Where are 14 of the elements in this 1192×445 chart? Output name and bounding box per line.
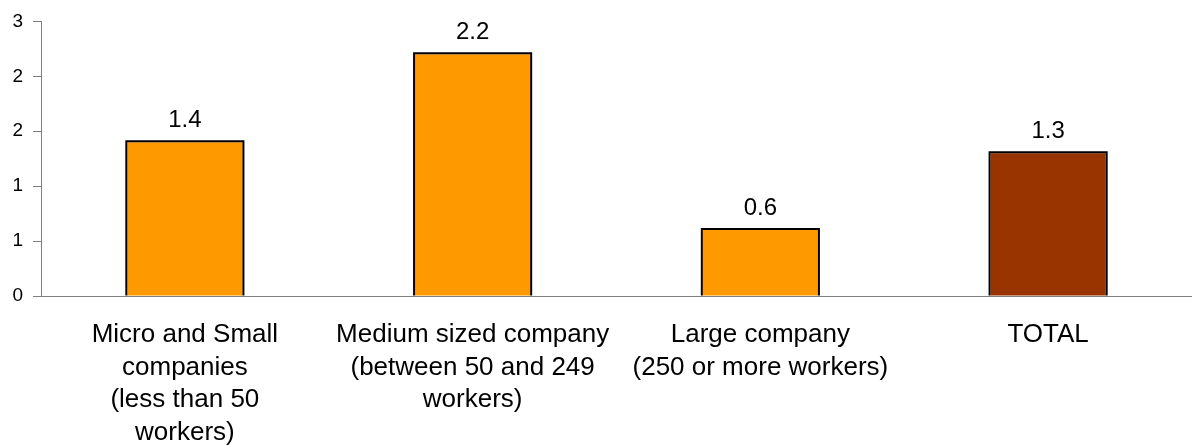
x-tick-label: Medium sized company (between 50 and 249 workers)	[336, 318, 610, 414]
data-label: 2.2	[455, 16, 490, 44]
y-tick-label: 3	[12, 9, 23, 31]
y-tick-label: 1	[12, 229, 23, 251]
data-label: 1.3	[1031, 115, 1065, 143]
x-tick-label: TOTAL	[1007, 318, 1089, 349]
y-tick-label: 1	[12, 174, 23, 196]
y-tick-label: 2	[12, 64, 23, 86]
x-tick-label: Micro and Small companies (less than 50 workers)	[91, 318, 279, 445]
data-label: 1.4	[168, 104, 202, 132]
y-tick-label: 0	[12, 284, 23, 306]
x-tick-label: Large company (250 or more workers)	[632, 318, 889, 381]
data-label: 0.6	[743, 192, 778, 220]
y-tick-label: 2	[12, 119, 23, 141]
